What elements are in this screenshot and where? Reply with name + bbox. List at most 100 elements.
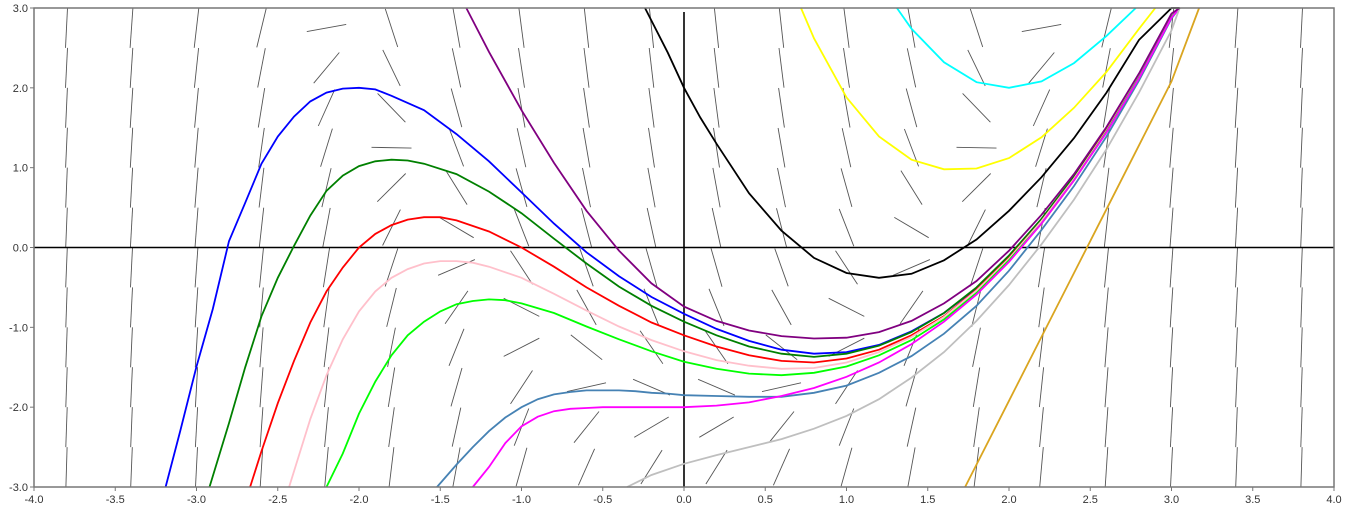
solution-curve-7 [626, 7, 1181, 488]
x-tick-label: 0.0 [676, 494, 691, 506]
plot-frame [33, 7, 1335, 488]
slope-segment [1169, 247, 1174, 288]
slope-segment [1169, 127, 1174, 168]
slope-segment [906, 407, 917, 447]
slope-segment [1234, 47, 1239, 88]
slope-segment [387, 367, 396, 407]
slope-segment [324, 447, 329, 488]
slope-segment [377, 93, 406, 123]
slope-segment [774, 248, 789, 287]
slope-segment [705, 449, 728, 485]
x-tick-label: -3.0 [187, 494, 206, 506]
x-tick-label: 1.0 [839, 494, 854, 506]
x-tick-label: -2.0 [350, 494, 369, 506]
slope-segment [322, 247, 331, 288]
slope-segment [1234, 7, 1239, 48]
slope-segment [570, 334, 603, 361]
slope-segment [969, 248, 984, 287]
slope-segment [576, 289, 597, 326]
slope-segment [1300, 87, 1303, 128]
x-tick-label: -0.5 [593, 494, 612, 506]
slope-segment [194, 367, 199, 408]
x-tick-label: 3.5 [1245, 494, 1260, 506]
slope-segment [1300, 207, 1303, 248]
slope-segment [323, 327, 330, 368]
y-tick-label: 0.0 [13, 243, 28, 255]
slope-segment [1103, 207, 1110, 248]
slope-segment [450, 88, 463, 128]
slope-segment [1300, 407, 1303, 448]
slope-segment [513, 208, 530, 247]
slope-segment [634, 416, 669, 438]
slope-field [65, 7, 1303, 488]
solution-curve-10 [800, 7, 1157, 171]
slope-segment [838, 408, 855, 446]
solution-curves [164, 7, 1200, 488]
slope-segment [962, 93, 991, 123]
slope-segment [1169, 167, 1174, 208]
slope-segment [194, 247, 199, 288]
slope-segment [258, 127, 265, 168]
slope-segment [905, 88, 918, 128]
slope-segment [259, 447, 264, 488]
slope-segment [65, 167, 68, 208]
slope-segment [841, 128, 852, 168]
slope-segment [835, 250, 858, 285]
slope-segment [1104, 327, 1109, 368]
slope-segment [581, 208, 592, 248]
slope-segment [579, 248, 594, 287]
slope-segment [778, 47, 785, 88]
x-tick-label: -1.0 [512, 494, 531, 506]
slope-segment [645, 248, 658, 287]
slope-segment [510, 250, 533, 285]
slope-segment [972, 367, 981, 407]
slope-segment [444, 290, 469, 325]
slope-segment [583, 8, 590, 48]
slope-segment [259, 327, 264, 368]
slope-segment [648, 47, 655, 88]
slope-segment [259, 367, 264, 408]
slope-segment [257, 88, 266, 128]
y-tick-label: -2.0 [9, 402, 28, 414]
slope-segment [194, 87, 199, 128]
slope-segment [324, 407, 329, 448]
slope-segment [899, 290, 924, 325]
slope-segment [777, 127, 786, 168]
slope-segment [445, 170, 468, 205]
slope-segment [1103, 167, 1110, 208]
x-tick-label: -3.5 [106, 494, 125, 506]
slope-segment [1300, 47, 1303, 88]
slope-segment [768, 411, 795, 443]
slope-segment [710, 248, 723, 287]
slope-segment [510, 370, 533, 405]
slope-segment [906, 48, 917, 88]
slope-segment [1104, 447, 1109, 488]
slope-segment [1102, 48, 1111, 88]
slope-segment [1038, 367, 1045, 408]
slope-segment [1300, 327, 1303, 368]
slope-segment [632, 378, 671, 396]
slope-segment [386, 287, 397, 327]
slope-segment [194, 167, 199, 208]
slope-segment [1168, 47, 1175, 88]
slope-segment [388, 407, 395, 447]
slope-segment [647, 167, 656, 208]
slope-segment [129, 127, 134, 168]
slope-segment [388, 447, 395, 487]
slope-segment [65, 447, 68, 488]
slope-segment [1169, 367, 1174, 408]
slope-segment [439, 217, 474, 239]
slope-segment [450, 367, 463, 407]
slope-segment [382, 49, 401, 87]
slope-segment [129, 167, 134, 208]
slope-segment [1234, 167, 1239, 208]
slope-segment [697, 378, 736, 396]
slope-segment [648, 8, 655, 48]
slope-segment [129, 87, 134, 128]
slope-segment [582, 167, 591, 208]
slope-segment [1102, 88, 1111, 128]
slope-segment [320, 128, 333, 167]
slope-segment [971, 287, 982, 327]
slope-segment [1037, 247, 1046, 288]
slope-segment [1300, 247, 1303, 288]
